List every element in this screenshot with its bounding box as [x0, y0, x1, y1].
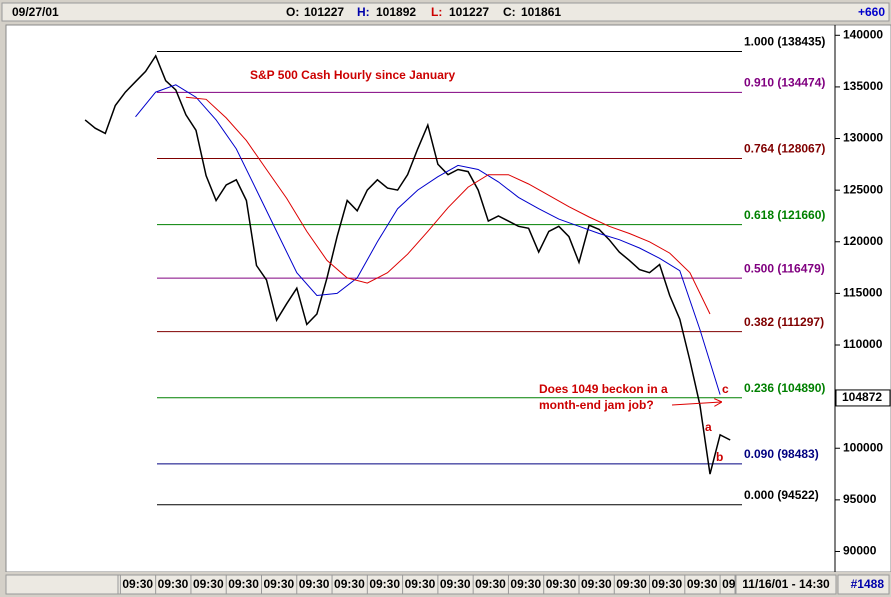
annotation: Does 1049 beckon in a	[539, 382, 668, 396]
footer-date-panel	[735, 574, 837, 595]
header-panel	[1, 2, 890, 22]
x-tick-label: 09:30	[299, 577, 330, 591]
series-line	[84, 54, 731, 475]
y-tick-label: 90000	[843, 544, 877, 558]
fib-label: 0.382 (111297)	[744, 315, 824, 329]
annotations: S&P 500 Cash Hourly since January Does 10…	[250, 68, 729, 464]
y-tick-label: 125000	[843, 182, 883, 196]
annotation-arrow	[671, 402, 721, 405]
y-tick-label: 140000	[843, 27, 883, 41]
footer-datetime: 11/16/01 - 14:30	[742, 577, 830, 591]
y-tick-label: 120000	[843, 234, 883, 248]
series-line	[135, 84, 721, 395]
x-tick-label: 09:30	[546, 577, 577, 591]
fib-label: 0.000 (94522)	[744, 488, 819, 502]
last-price-label: 104872	[842, 390, 882, 404]
x-ticks: 09:30 09:30 09:30 09:30 09:30 09:30 09:30 09:30…	[119, 575, 736, 594]
x-tick-label: 09:30	[158, 577, 189, 591]
x-tick-label: 09:30	[228, 577, 259, 591]
high-value: 101892	[376, 5, 416, 19]
footer-left	[5, 574, 119, 595]
x-tick-label: 09:30	[334, 577, 365, 591]
open-value: 101227	[304, 5, 344, 19]
annotation: month-end jam job?	[539, 398, 654, 412]
fib-label: 0.618 (121660)	[744, 208, 825, 222]
plot-area	[5, 24, 891, 573]
fib-label: 0.090 (98483)	[744, 447, 819, 461]
x-tick-label: 09:30	[510, 577, 541, 591]
fib-levels: 1.000 (138435) 0.910 (134474) 0.764 (12806…	[157, 35, 825, 506]
low-label: L:	[431, 5, 442, 19]
x-tick-label: 09:30	[369, 577, 400, 591]
close-value: 101861	[521, 5, 561, 19]
last-price-box	[835, 389, 891, 407]
fib-label: 0.236 (104890)	[744, 381, 825, 395]
x-tick-label: 09:30	[405, 577, 436, 591]
fib-label: 1.000 (138435)	[744, 35, 825, 49]
high-label: H:	[357, 5, 370, 19]
x-tick-label: 09:30	[122, 577, 153, 591]
y-tick-label: 100000	[843, 440, 883, 454]
x-axis-panel	[117, 574, 736, 595]
open-label: O:	[286, 5, 299, 19]
series-group	[84, 54, 731, 475]
footer-count-panel	[837, 574, 890, 595]
x-tick-label: 09:30	[616, 577, 647, 591]
fib-label: 0.910 (134474)	[744, 76, 825, 90]
change-value: +660	[858, 5, 885, 19]
x-tick-label: 09:30	[440, 577, 471, 591]
x-tick-label: 09:30	[687, 577, 718, 591]
series-line	[185, 96, 711, 315]
header-date: 09/27/01	[12, 5, 59, 19]
x-tick-label: 09:30	[581, 577, 612, 591]
x-tick-label: 09	[722, 577, 736, 591]
low-value: 101227	[449, 5, 489, 19]
y-tick-label: 95000	[843, 492, 877, 506]
x-tick-label: 09:30	[652, 577, 683, 591]
x-tick-label: 09:30	[263, 577, 294, 591]
y-tick-label: 135000	[843, 79, 883, 93]
x-tick-label: 09:30	[475, 577, 506, 591]
chart-title: S&P 500 Cash Hourly since January	[250, 68, 456, 82]
annotation: b	[716, 450, 723, 464]
y-tick-label: 115000	[843, 286, 883, 300]
annotation: a	[705, 420, 712, 434]
fib-label: 0.500 (116479)	[744, 261, 825, 275]
x-tick-label: 09:30	[193, 577, 224, 591]
annotation: c	[722, 382, 729, 396]
y-tick-label: 110000	[843, 337, 883, 351]
fib-label: 0.764 (128067)	[744, 142, 825, 156]
close-label: C:	[503, 5, 516, 19]
y-tick-label: 130000	[843, 131, 883, 145]
footer-bar-count: #1488	[851, 577, 885, 591]
